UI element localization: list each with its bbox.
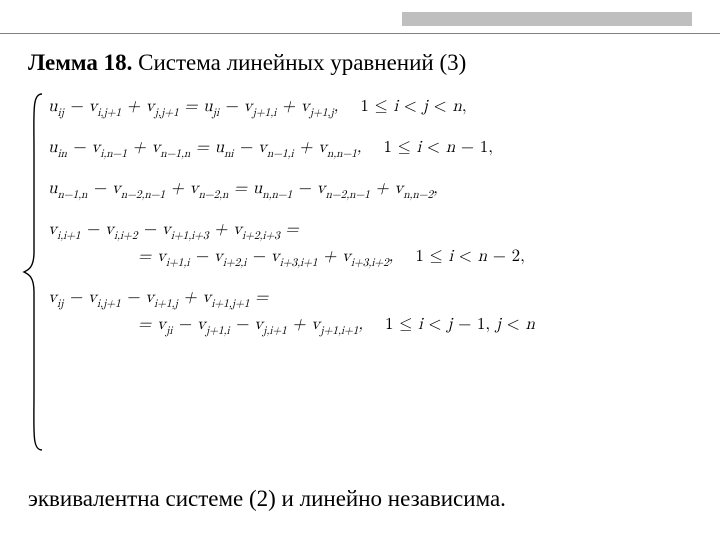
equation-5a: vij − vi,j+1 − vi+1,j + vi+1,j+1 = xyxy=(48,289,535,310)
equation-2: uin − vi,n−1 + vn−1,n = uni − vn−1,i + v… xyxy=(48,139,535,160)
equations-block: uij − vi,j+1 + vj,j+1 = uji − vj+1,i + v… xyxy=(48,92,535,452)
equation-system: uij − vi,j+1 + vj,j+1 = uji − vj+1,i + v… xyxy=(22,92,692,452)
lemma-heading: Лемма 18. Система линейных уравнений (3) xyxy=(28,50,692,76)
equation-1: uij − vi,j+1 + vj,j+1 = uji − vj+1,i + v… xyxy=(48,98,535,119)
equation-4a: vi,i+1 − vi,i+2 − vi+1,i+3 + vi+2,i+3 = xyxy=(48,221,535,242)
equation-5b: = vji − vj+1,i − vj,i+1 + vj+1,i+1,1 ≤ i… xyxy=(48,316,535,337)
equation-3: un−1,n − vn−2,n−1 + vn−2,n = un,n−1 − vn… xyxy=(48,180,535,201)
header-divider xyxy=(0,0,720,34)
lemma-conclusion: эквивалентна системе (2) и линейно незав… xyxy=(28,486,692,512)
page-content: Лемма 18. Система линейных уравнений (3)… xyxy=(28,50,692,452)
lemma-label: Лемма 18. xyxy=(28,50,132,75)
lemma-statement-head: Система линейных уравнений (3) xyxy=(132,50,466,75)
left-brace-icon xyxy=(22,92,48,452)
equation-4b: = vi+1,i − vi+2,i − vi+3,i+1 + vi+3,i+2,… xyxy=(48,248,535,269)
header-accent-box xyxy=(402,12,692,26)
